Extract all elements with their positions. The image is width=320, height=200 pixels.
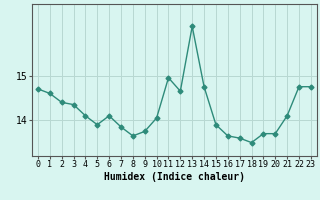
- X-axis label: Humidex (Indice chaleur): Humidex (Indice chaleur): [104, 172, 245, 182]
